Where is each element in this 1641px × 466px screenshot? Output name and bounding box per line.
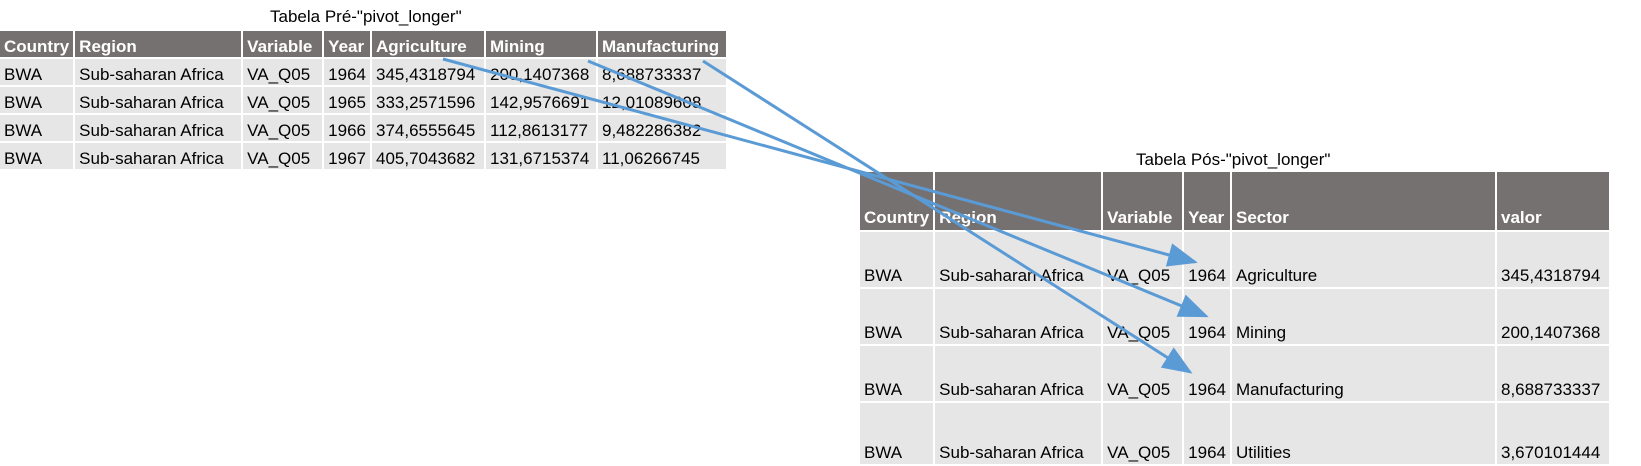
cell-region[interactable]: Sub-saharan Africa xyxy=(935,403,1102,464)
header-cell-sector[interactable]: Sector xyxy=(1232,172,1495,230)
cell-manufacturing[interactable]: 8,688733337 xyxy=(598,59,726,85)
cell-country[interactable]: BWA xyxy=(0,59,74,85)
table-row: BWA Sub-saharan Africa VA_Q05 1964 Utili… xyxy=(860,403,1609,464)
cell-sector[interactable]: Utilities xyxy=(1232,403,1495,464)
cell-valor[interactable]: 200,1407368 xyxy=(1497,289,1609,344)
cell-country[interactable]: BWA xyxy=(860,289,934,344)
cell-variable[interactable]: VA_Q05 xyxy=(243,87,323,113)
cell-country[interactable]: BWA xyxy=(860,346,934,401)
cell-sector[interactable]: Agriculture xyxy=(1232,232,1495,287)
cell-country[interactable]: BWA xyxy=(860,232,934,287)
cell-year[interactable]: 1964 xyxy=(1184,289,1230,344)
cell-region[interactable]: Sub-saharan Africa xyxy=(75,115,242,141)
header-row: Country Region Variable Year Agriculture… xyxy=(0,31,726,57)
cell-manufacturing[interactable]: 9,482286382 xyxy=(598,115,726,141)
cell-year[interactable]: 1964 xyxy=(324,59,370,85)
cell-variable[interactable]: VA_Q05 xyxy=(1103,232,1183,287)
cell-agriculture[interactable]: 345,4318794 xyxy=(372,59,484,85)
table-row: BWA Sub-saharan Africa VA_Q05 1965 333,2… xyxy=(0,87,726,113)
pre-pivot-table: Country Region Variable Year Agriculture… xyxy=(0,29,728,171)
header-cell-year[interactable]: Year xyxy=(324,31,370,57)
header-cell-valor[interactable]: valor xyxy=(1497,172,1609,230)
cell-country[interactable]: BWA xyxy=(0,143,74,169)
cell-year[interactable]: 1964 xyxy=(1184,346,1230,401)
cell-region[interactable]: Sub-saharan Africa xyxy=(75,59,242,85)
header-cell-region[interactable]: Region xyxy=(75,31,242,57)
cell-mining[interactable]: 142,9576691 xyxy=(486,87,596,113)
cell-region[interactable]: Sub-saharan Africa xyxy=(75,143,242,169)
header-cell-country[interactable]: Country xyxy=(0,31,74,57)
cell-region[interactable]: Sub-saharan Africa xyxy=(935,346,1102,401)
cell-agriculture[interactable]: 333,2571596 xyxy=(372,87,484,113)
cell-valor[interactable]: 3,670101444 xyxy=(1497,403,1609,464)
cell-year[interactable]: 1964 xyxy=(1184,403,1230,464)
header-cell-manufacturing[interactable]: Manufacturing xyxy=(598,31,726,57)
cell-country[interactable]: BWA xyxy=(0,115,74,141)
cell-year[interactable]: 1964 xyxy=(1184,232,1230,287)
table-row: BWA Sub-saharan Africa VA_Q05 1964 Manuf… xyxy=(860,346,1609,401)
header-cell-agriculture[interactable]: Agriculture xyxy=(372,31,484,57)
cell-agriculture[interactable]: 374,6555645 xyxy=(372,115,484,141)
cell-manufacturing[interactable]: 12,01089608 xyxy=(598,87,726,113)
cell-year[interactable]: 1965 xyxy=(324,87,370,113)
cell-region[interactable]: Sub-saharan Africa xyxy=(935,289,1102,344)
cell-agriculture[interactable]: 405,7043682 xyxy=(372,143,484,169)
cell-variable[interactable]: VA_Q05 xyxy=(1103,289,1183,344)
header-cell-mining[interactable]: Mining xyxy=(486,31,596,57)
cell-mining[interactable]: 131,6715374 xyxy=(486,143,596,169)
cell-region[interactable]: Sub-saharan Africa xyxy=(935,232,1102,287)
cell-year[interactable]: 1966 xyxy=(324,115,370,141)
cell-country[interactable]: BWA xyxy=(0,87,74,113)
table-row: BWA Sub-saharan Africa VA_Q05 1964 Agric… xyxy=(860,232,1609,287)
table-row: BWA Sub-saharan Africa VA_Q05 1967 405,7… xyxy=(0,143,726,169)
cell-variable[interactable]: VA_Q05 xyxy=(243,59,323,85)
header-cell-region[interactable]: Region xyxy=(935,172,1102,230)
cell-variable[interactable]: VA_Q05 xyxy=(243,143,323,169)
cell-valor[interactable]: 345,4318794 xyxy=(1497,232,1609,287)
cell-variable[interactable]: VA_Q05 xyxy=(1103,346,1183,401)
cell-variable[interactable]: VA_Q05 xyxy=(243,115,323,141)
header-cell-country[interactable]: Country xyxy=(860,172,934,230)
cell-region[interactable]: Sub-saharan Africa xyxy=(75,87,242,113)
header-cell-variable[interactable]: Variable xyxy=(243,31,323,57)
cell-mining[interactable]: 112,8613177 xyxy=(486,115,596,141)
post-table-title: Tabela Pós-"pivot_longer" xyxy=(1136,150,1331,169)
header-row: Country Region Variable Year Sector valo… xyxy=(860,172,1609,230)
cell-variable[interactable]: VA_Q05 xyxy=(1103,403,1183,464)
cell-sector[interactable]: Manufacturing xyxy=(1232,346,1495,401)
cell-mining[interactable]: 200,1407368 xyxy=(486,59,596,85)
header-cell-year[interactable]: Year xyxy=(1184,172,1230,230)
table-row: BWA Sub-saharan Africa VA_Q05 1966 374,6… xyxy=(0,115,726,141)
cell-country[interactable]: BWA xyxy=(860,403,934,464)
cell-sector[interactable]: Mining xyxy=(1232,289,1495,344)
header-cell-variable[interactable]: Variable xyxy=(1103,172,1183,230)
cell-valor[interactable]: 8,688733337 xyxy=(1497,346,1609,401)
table-row: BWA Sub-saharan Africa VA_Q05 1964 345,4… xyxy=(0,59,726,85)
table-row: BWA Sub-saharan Africa VA_Q05 1964 Minin… xyxy=(860,289,1609,344)
cell-manufacturing[interactable]: 11,06266745 xyxy=(598,143,726,169)
cell-year[interactable]: 1967 xyxy=(324,143,370,169)
pre-table-title: Tabela Pré-"pivot_longer" xyxy=(270,7,462,26)
post-pivot-table: Country Region Variable Year Sector valo… xyxy=(858,170,1611,466)
